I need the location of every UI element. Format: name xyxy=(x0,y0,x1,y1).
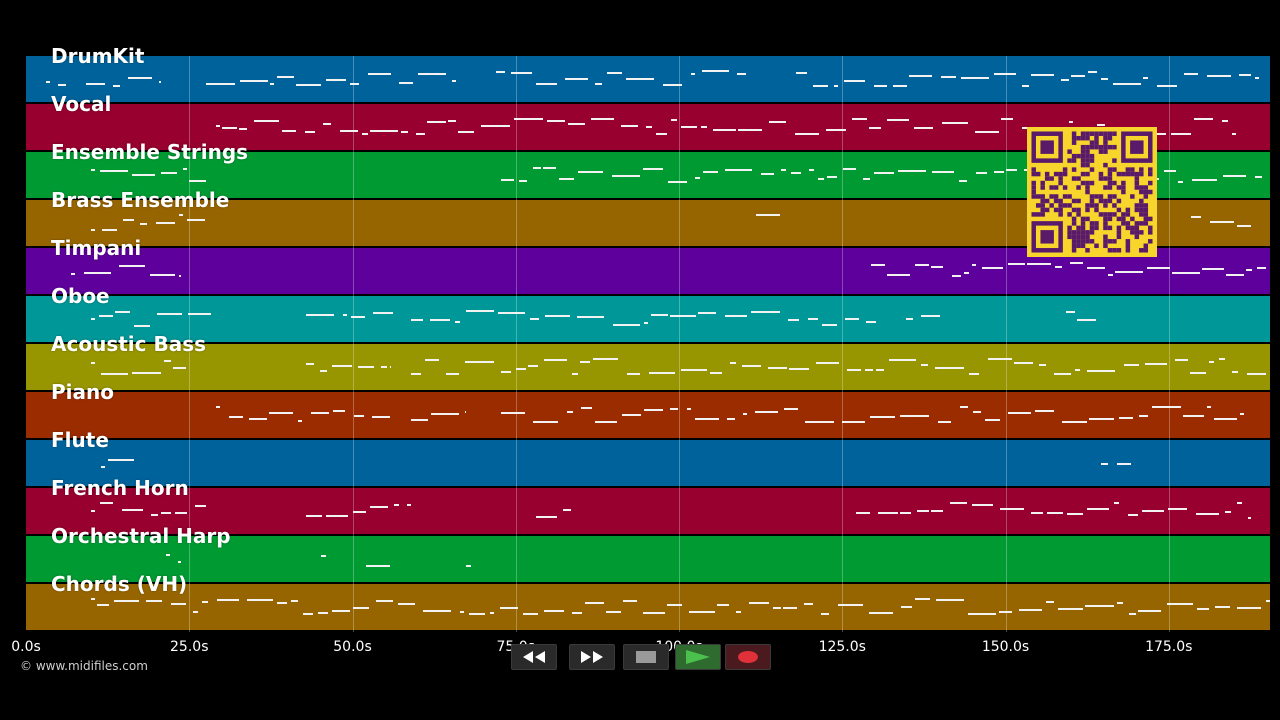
track-lane xyxy=(26,440,1270,486)
track-label: Chords (VH) xyxy=(51,572,188,596)
track-lane xyxy=(26,392,1270,438)
track-label: Ensemble Strings xyxy=(51,140,249,164)
track-label: Flute xyxy=(51,428,109,452)
tick-label: 125.0s xyxy=(818,639,866,655)
track-lane xyxy=(26,536,1270,582)
record-button[interactable] xyxy=(725,644,771,670)
tick-label: 25.0s xyxy=(170,639,209,655)
track-lane xyxy=(26,584,1270,630)
grid-line xyxy=(1168,56,1170,632)
grid-line xyxy=(1005,56,1007,632)
copyright-text: © www.midifiles.com xyxy=(20,659,148,673)
track-lane xyxy=(26,344,1270,390)
track-label: French Horn xyxy=(51,476,189,500)
stop-button[interactable] xyxy=(623,644,669,670)
track-label: Timpani xyxy=(51,236,142,260)
tick-label: 50.0s xyxy=(333,639,372,655)
grid-line xyxy=(842,56,844,632)
stop-icon xyxy=(636,651,656,663)
track-label: Brass Ensemble xyxy=(51,188,230,212)
tick-label: 150.0s xyxy=(981,639,1030,655)
tick-label: 175.0s xyxy=(1145,639,1193,655)
grid-line xyxy=(352,56,354,632)
grid-line xyxy=(189,56,191,632)
track-label: Acoustic Bass xyxy=(51,332,206,356)
transport-controls xyxy=(511,644,771,670)
play-button[interactable] xyxy=(675,644,721,670)
track-lane xyxy=(26,296,1270,342)
qr-code-icon xyxy=(1027,127,1157,257)
tick-label: 0.0s xyxy=(11,639,41,655)
grid-line xyxy=(679,56,680,632)
rewind-button[interactable] xyxy=(511,644,557,670)
play-icon xyxy=(686,650,710,664)
track-lane xyxy=(26,56,1270,102)
rewind-icon xyxy=(523,651,545,663)
fast-forward-icon xyxy=(581,651,603,663)
track-label: Vocal xyxy=(51,92,112,116)
track-label: Piano xyxy=(51,380,114,404)
fast-forward-button[interactable] xyxy=(569,644,615,670)
grid-line xyxy=(515,56,517,632)
track-label: Oboe xyxy=(51,284,110,308)
track-label: Orchestral Harp xyxy=(51,524,231,548)
track-lane xyxy=(26,488,1270,534)
record-icon xyxy=(738,651,758,663)
track-label: DrumKit xyxy=(51,44,145,68)
